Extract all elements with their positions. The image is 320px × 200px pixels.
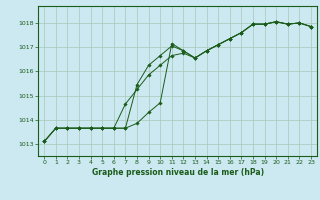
X-axis label: Graphe pression niveau de la mer (hPa): Graphe pression niveau de la mer (hPa) [92, 168, 264, 177]
